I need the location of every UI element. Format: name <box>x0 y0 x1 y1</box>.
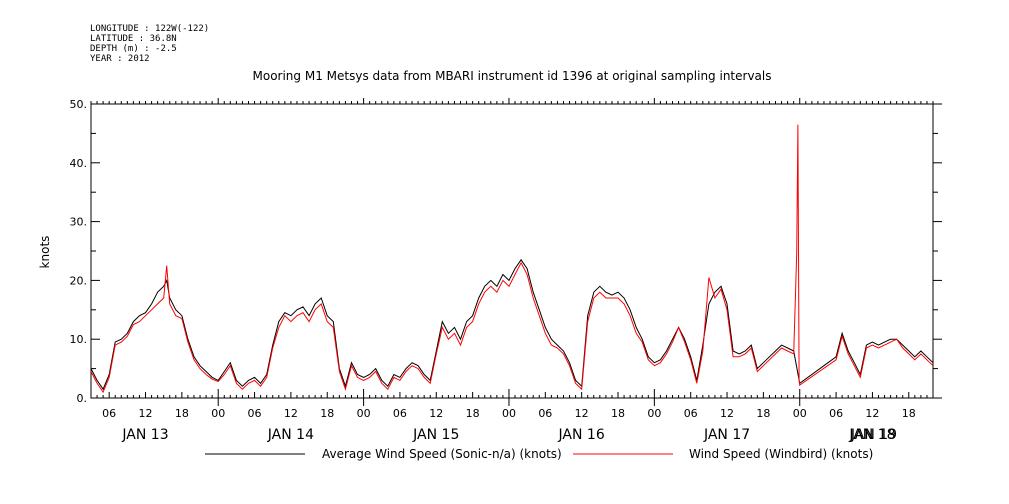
legend-label-average: Average Wind Speed (Sonic-n/a) (knots) <box>322 447 562 461</box>
x-hour-label: 12 <box>284 407 298 420</box>
x-day-label: JAN 14 <box>267 427 314 443</box>
x-hour-label: 06 <box>684 407 698 420</box>
x-day-label: JAN 16 <box>558 427 605 443</box>
series-group <box>90 124 934 394</box>
y-tick-label: 0. <box>77 392 88 405</box>
x-axis: 06 12 18 00 06 12 18 00 06 12 18 00 06 12 18 00 06 12 18 00… <box>90 98 934 443</box>
series-line-windbird-wind-speed <box>90 124 934 394</box>
x-day-label: JAN 13 <box>121 427 168 443</box>
x-hour-label: 00 <box>211 407 225 420</box>
x-hour-label: 06 <box>393 407 407 420</box>
x-hour-label: 00 <box>793 407 807 420</box>
plot-frame <box>90 103 934 399</box>
x-hour-label: 12 <box>429 407 443 420</box>
meta-latitude: LATITUDE : 36.8N <box>90 34 177 44</box>
x-day-label: JAN 19 <box>850 427 897 443</box>
x-hour-label: 12 <box>865 407 879 420</box>
x-day-label: JAN 15 <box>412 427 459 443</box>
x-hour-label: 00 <box>357 407 371 420</box>
y-axis-label: knots <box>38 236 52 269</box>
legend-label-windbird: Wind Speed (Windbird) (knots) <box>689 447 873 461</box>
y-axis: 0. 10. 20. 30. 40. 50. <box>70 98 942 405</box>
y-tick-label: 30. <box>70 216 88 229</box>
metadata-block: LONGITUDE : 122W(-122) LATITUDE : 36.8N … <box>90 24 209 64</box>
x-hour-label: 12 <box>720 407 734 420</box>
x-hour-label: 06 <box>248 407 262 420</box>
x-day-label: JAN 18 <box>848 427 895 443</box>
x-hour-label: 18 <box>175 407 189 420</box>
chart-title: Mooring M1 Metsys data from MBARI instru… <box>253 69 772 83</box>
x-hour-label: 18 <box>902 407 916 420</box>
y-tick-label: 10. <box>70 333 88 346</box>
y-tick-label: 20. <box>70 274 88 287</box>
y-tick-label: 50. <box>70 98 88 111</box>
x-hour-label: 12 <box>575 407 589 420</box>
y-tick-label: 40. <box>70 157 88 170</box>
x-hour-label: 18 <box>756 407 770 420</box>
series-line-average-wind-speed <box>90 258 934 391</box>
x-hour-label: 06 <box>829 407 843 420</box>
x-hour-label: 06 <box>102 407 116 420</box>
legend: Average Wind Speed (Sonic-n/a) (knots) W… <box>205 447 873 461</box>
x-hour-label: 12 <box>139 407 153 420</box>
meta-depth: DEPTH (m) : -2.5 <box>90 44 177 54</box>
meta-longitude: LONGITUDE : 122W(-122) <box>90 24 209 34</box>
x-hour-label: 00 <box>647 407 661 420</box>
x-hour-label: 18 <box>611 407 625 420</box>
x-hour-label: 00 <box>502 407 516 420</box>
x-hour-label: 18 <box>466 407 480 420</box>
meta-year: YEAR : 2012 <box>90 54 150 64</box>
x-hour-label: 18 <box>320 407 334 420</box>
x-day-label: JAN 17 <box>703 427 750 443</box>
x-hour-label: 06 <box>538 407 552 420</box>
